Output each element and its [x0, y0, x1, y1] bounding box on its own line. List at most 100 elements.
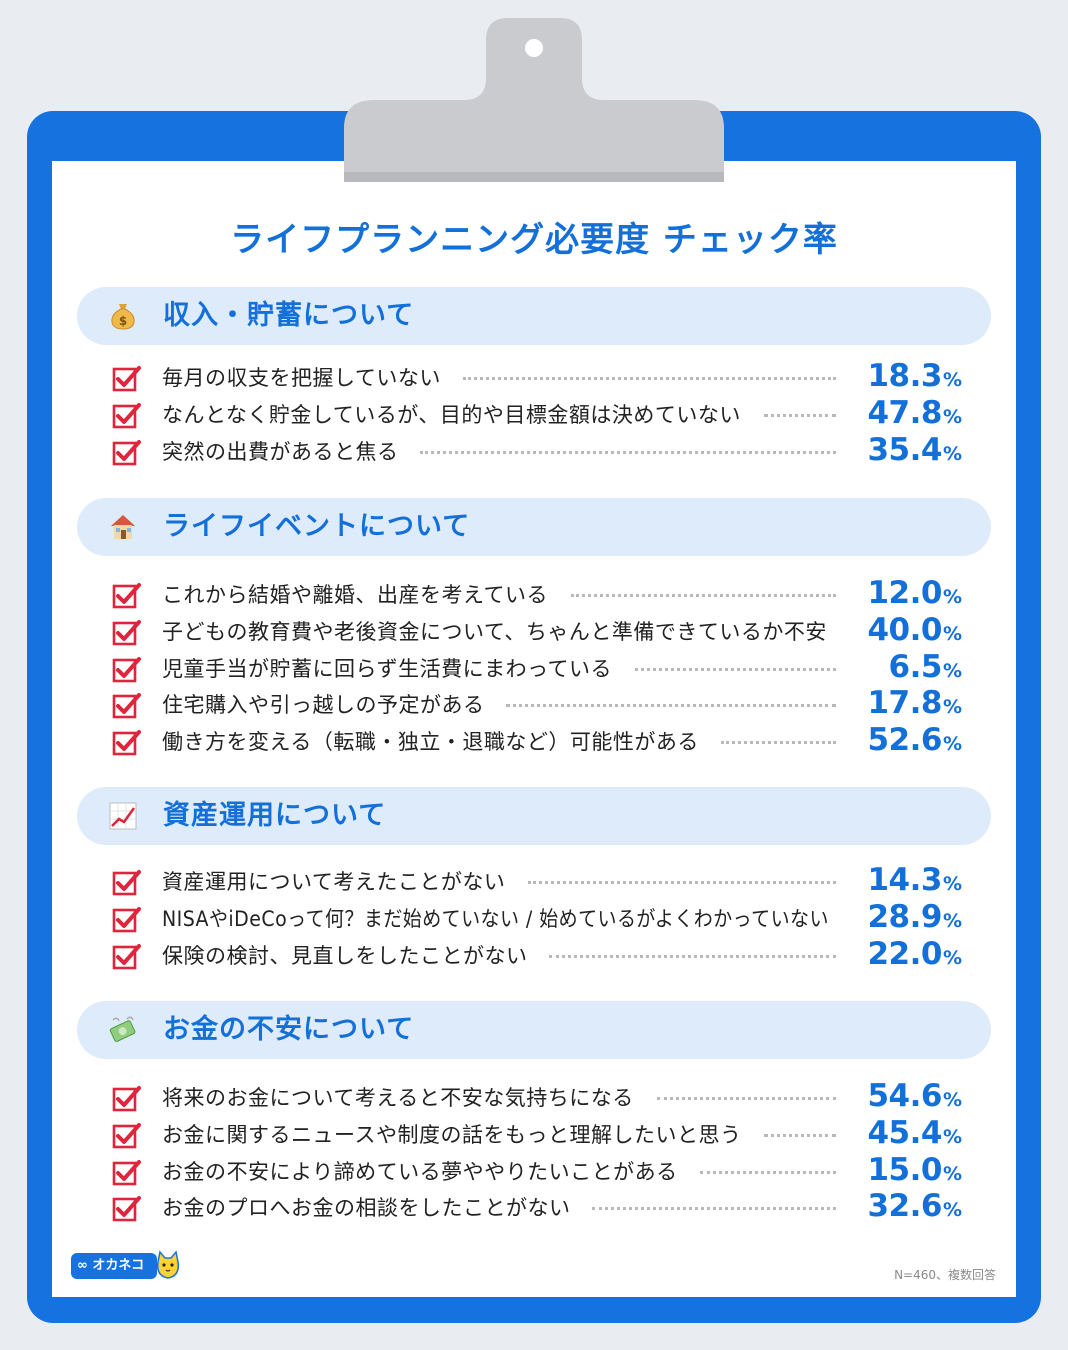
percent-number: 54.6 — [867, 1078, 942, 1114]
percent-value: 54.6% — [867, 1076, 962, 1121]
clipboard-clip-icon — [344, 18, 724, 182]
dotted-leader — [764, 1133, 836, 1137]
percent-value: 40.0% — [867, 610, 962, 655]
section-title: 資産運用について — [163, 800, 387, 831]
dotted-leader — [463, 377, 836, 380]
item-label: 児童手当が貯蓄に回らず生活費にまわっている — [162, 656, 613, 681]
paper-sheet — [52, 161, 1016, 1297]
percent-unit: % — [942, 442, 962, 465]
percent-value: 18.3% — [867, 356, 962, 401]
cat-mascot-icon — [156, 1250, 180, 1279]
percent-number: 32.6 — [867, 1188, 942, 1225]
section-header: お金の不安について — [77, 1001, 991, 1059]
svg-text:$: $ — [119, 314, 127, 328]
percent-value: 52.6% — [867, 720, 962, 765]
checkbox-checked-icon — [112, 942, 142, 972]
item-label: 住宅購入や引っ越しの予定がある — [162, 693, 485, 718]
checkbox-checked-icon — [112, 618, 142, 648]
chart-up-icon — [107, 800, 139, 832]
percent-unit: % — [942, 1199, 962, 1222]
list-item: これから結婚や離婚、出産を考えている 12.0% — [112, 575, 962, 613]
percent-value: 17.8% — [867, 683, 962, 728]
item-label: 将来のお金について考えると不安な気持ちになる — [162, 1086, 634, 1110]
list-item: 子どもの教育費や老後資金について、ちゃんと準備できているか不安 40.0% — [112, 612, 962, 650]
percent-unit: % — [942, 696, 962, 719]
section-title: お金の不安について — [163, 1014, 415, 1045]
section-title: ライフイベントについて — [163, 511, 471, 542]
list-item: 将来のお金について考えると不安な気持ちになる 54.6% — [112, 1078, 962, 1116]
list-item: 保険の検討、見直しをしたことがない 22.0% — [112, 936, 962, 974]
checkbox-checked-icon — [112, 655, 142, 685]
percent-number: 14.3 — [867, 862, 942, 898]
dotted-leader — [570, 594, 836, 597]
percent-number: 45.4 — [867, 1114, 942, 1151]
percent-unit: % — [942, 873, 962, 895]
dotted-leader — [592, 1207, 836, 1211]
percent-unit: % — [942, 909, 962, 932]
percent-unit: % — [942, 946, 962, 969]
percent-number: 18.3 — [867, 358, 942, 394]
dotted-leader — [764, 413, 836, 417]
list-item: 毎月の収支を把握していない 18.3% — [112, 358, 962, 396]
percent-number: 52.6 — [867, 722, 942, 759]
percent-unit: % — [942, 622, 962, 645]
dotted-leader — [420, 450, 836, 454]
percent-number: 28.9 — [867, 898, 942, 935]
percent-value: 32.6% — [867, 1186, 962, 1231]
percent-number: 35.4 — [867, 431, 942, 468]
section-header: ライフイベントについて — [77, 498, 991, 556]
checkbox-checked-icon — [112, 1194, 142, 1224]
dotted-leader — [527, 881, 836, 884]
percent-value: 14.3% — [867, 860, 962, 905]
percent-unit: % — [942, 1162, 962, 1185]
percent-number: 15.0 — [867, 1151, 942, 1188]
dotted-leader — [721, 741, 836, 745]
flying-money-icon — [107, 1014, 139, 1046]
footnote: N=460、複数回答 — [894, 1268, 996, 1282]
item-label: 毎月の収支を把握していない — [162, 366, 441, 390]
percent-number: 6.5 — [888, 648, 943, 685]
logo-text: ∞ オカネコ — [71, 1253, 157, 1279]
item-label: なんとなく貯金しているが、目的や目標金額は決めていない — [162, 402, 741, 427]
percent-value: 12.0% — [867, 573, 962, 618]
item-label: NISAやiDeCoって何？まだ始めていない / 始めているがよくわかっていない — [162, 906, 829, 931]
item-label: 子どもの教育費や老後資金について、ちゃんと準備できているか不安 — [162, 619, 827, 644]
percent-value: 6.5% — [889, 647, 962, 692]
percent-unit: % — [942, 405, 962, 428]
checkbox-checked-icon — [112, 905, 142, 935]
checkbox-checked-icon — [112, 1158, 142, 1188]
list-item: お金に関するニュースや制度の話をもっと理解したいと思う 45.4% — [112, 1115, 962, 1153]
dotted-leader — [656, 1097, 836, 1100]
section-title: 収入・貯蓄について — [163, 300, 415, 331]
percent-unit: % — [942, 733, 962, 756]
percent-unit: % — [942, 369, 962, 391]
item-label: お金の不安により諦めている夢ややりたいことがある — [162, 1159, 678, 1184]
percent-value: 35.4% — [867, 430, 962, 475]
list-item: 資産運用について考えたことがない 14.3% — [112, 862, 962, 900]
item-label: 突然の出費があると焦る — [162, 439, 399, 464]
list-item: 働き方を変える（転職・独立・退職など）可能性がある 52.6% — [112, 722, 962, 760]
dotted-leader — [506, 704, 836, 708]
percent-value: 22.0% — [867, 934, 962, 979]
percent-value: 15.0% — [867, 1150, 962, 1195]
list-item: 児童手当が貯蓄に回らず生活費にまわっている 6.5% — [112, 649, 962, 687]
checkbox-checked-icon — [112, 364, 142, 394]
okaneko-logo: ∞ オカネコ — [71, 1250, 181, 1281]
percent-number: 17.8 — [867, 685, 942, 722]
checkbox-checked-icon — [112, 691, 142, 721]
list-item: 突然の出費があると焦る 35.4% — [112, 432, 962, 470]
percent-number: 47.8 — [867, 394, 942, 431]
checkbox-checked-icon — [112, 1084, 142, 1114]
list-item: 住宅購入や引っ越しの予定がある 17.8% — [112, 685, 962, 723]
checkbox-checked-icon — [112, 868, 142, 898]
percent-value: 45.4% — [867, 1113, 962, 1158]
item-label: お金に関するニュースや制度の話をもっと理解したいと思う — [162, 1122, 742, 1147]
list-item: NISAやiDeCoって何？まだ始めていない / 始めているがよくわかっていない… — [112, 898, 962, 937]
checkbox-checked-icon — [112, 581, 142, 611]
checkbox-checked-icon — [112, 728, 142, 758]
percent-value: 47.8% — [867, 393, 962, 438]
item-label: 保険の検討、見直しをしたことがない — [162, 943, 528, 968]
percent-number: 12.0 — [867, 575, 942, 611]
percent-unit: % — [942, 659, 962, 682]
item-label: これから結婚や離婚、出産を考えている — [162, 583, 548, 607]
